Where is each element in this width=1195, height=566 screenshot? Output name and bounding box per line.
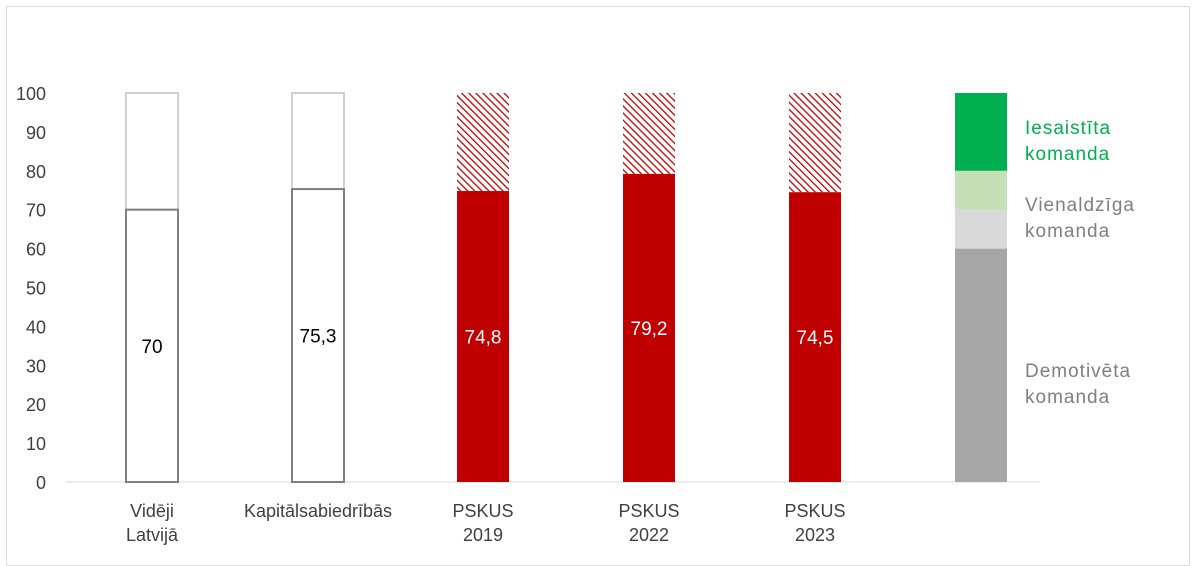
x-tick-label: PSKUS bbox=[618, 501, 679, 521]
legend-label: Vienaldzīga bbox=[1025, 195, 1135, 216]
scale-segment bbox=[955, 209, 1007, 249]
data-label: 79,2 bbox=[631, 319, 668, 340]
scale-segment bbox=[955, 170, 1007, 210]
legend-label: Demotivēta bbox=[1025, 361, 1131, 382]
bar-remainder bbox=[125, 92, 179, 211]
x-tick-label: PSKUS bbox=[452, 501, 513, 521]
x-tick-label: Kapitālsabiedrībās bbox=[244, 501, 392, 521]
bar-remainder bbox=[623, 93, 675, 174]
bar-remainder bbox=[291, 92, 345, 191]
bar-remainder bbox=[457, 93, 509, 192]
y-tick-label: 40 bbox=[26, 317, 46, 337]
y-tick-label: 50 bbox=[26, 279, 46, 299]
data-label: 70 bbox=[141, 337, 162, 358]
data-label: 75,3 bbox=[300, 327, 337, 348]
y-tick-label: 90 bbox=[26, 123, 46, 143]
bar bbox=[789, 192, 841, 482]
y-tick-label: 20 bbox=[26, 395, 46, 415]
scale-segment bbox=[955, 248, 1007, 482]
bar bbox=[291, 188, 345, 483]
y-tick-label: 30 bbox=[26, 356, 46, 376]
x-tick-label: Vidēji bbox=[130, 501, 174, 521]
bar-remainder bbox=[789, 93, 841, 193]
bar bbox=[457, 191, 509, 482]
bar bbox=[623, 173, 675, 483]
y-tick-label: 70 bbox=[26, 201, 46, 221]
x-tick-label: 2022 bbox=[629, 525, 669, 545]
x-tick-label: 2023 bbox=[795, 525, 835, 545]
y-tick-label: 60 bbox=[26, 240, 46, 260]
y-tick-label: 0 bbox=[36, 473, 46, 493]
data-label: 74,5 bbox=[797, 328, 834, 349]
y-tick-label: 80 bbox=[26, 162, 46, 182]
scale-segment bbox=[955, 93, 1007, 171]
x-tick-label: 2019 bbox=[463, 525, 503, 545]
x-tick-label: Latvijā bbox=[126, 525, 179, 545]
y-tick-label: 10 bbox=[26, 434, 46, 454]
bar bbox=[125, 208, 179, 483]
legend-label: komanda bbox=[1025, 221, 1110, 242]
legend-label: Iesaistīta bbox=[1025, 118, 1111, 139]
y-tick-label: 100 bbox=[16, 84, 46, 104]
x-tick-label: PSKUS bbox=[784, 501, 845, 521]
data-label: 74,8 bbox=[465, 328, 502, 349]
legend-label: komanda bbox=[1025, 387, 1110, 408]
legend-label: komanda bbox=[1025, 144, 1110, 165]
plot-area: 0 10 20 30 40 50 60 70 80 90 100 70 Vidēji Latvijā 75,… bbox=[16, 84, 1135, 545]
